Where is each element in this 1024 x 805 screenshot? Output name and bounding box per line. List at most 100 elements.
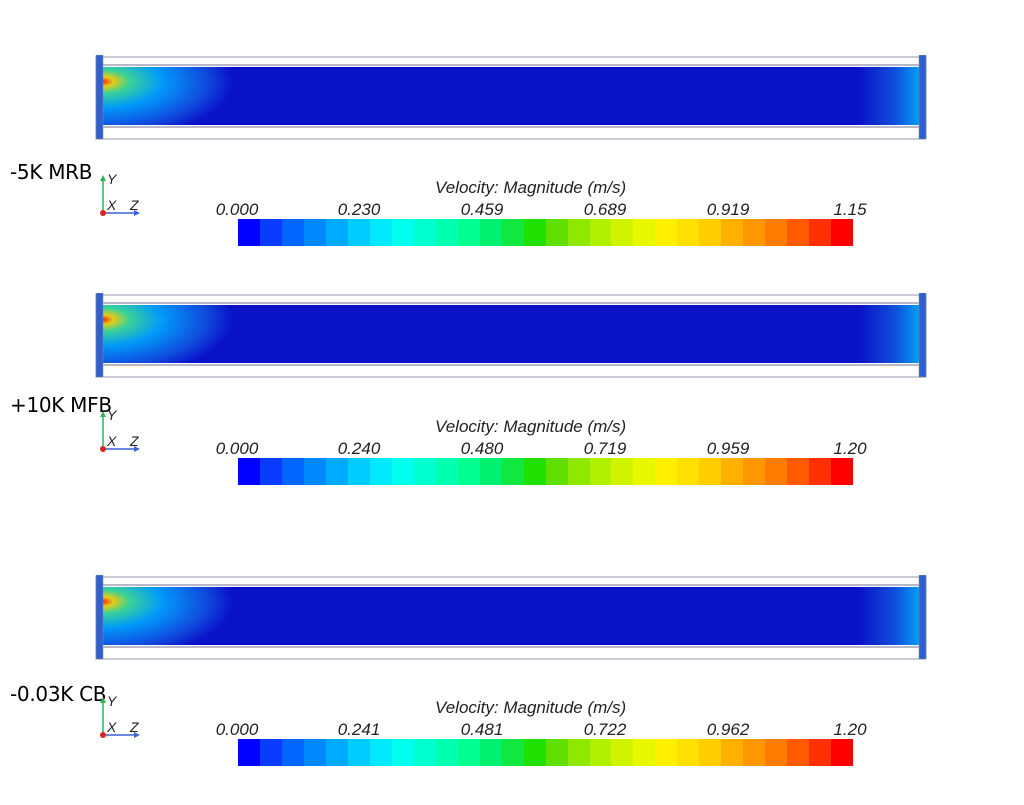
colorbar-swatch [831,219,854,246]
colorbar-swatch [303,458,326,485]
colorbar-ticks: 0.000 0.230 0.459 0.689 0.919 1.15 [0,200,1024,220]
tick-label: 0.000 [215,200,259,219]
colorbar-swatch [611,219,634,246]
svg-text:Z: Z [129,433,139,449]
colorbar-title: Velocity: Magnitude (m/s) [435,417,627,436]
colorbar-swatch [809,219,832,246]
colorbar-swatch [259,739,282,766]
colorbar-swatch [743,739,766,766]
svg-text:Y: Y [107,173,118,187]
inlet-flange [95,55,104,140]
colorbar-swatch [743,219,766,246]
colorbar-swatch [545,219,568,246]
inlet-jet [103,587,233,645]
colorbar-ticks: 0.000 0.240 0.480 0.719 0.959 1.20 [0,439,1024,459]
colorbar-swatch [633,739,656,766]
colorbar-swatch [369,458,392,485]
tick-label: 0.919 [706,200,750,219]
colorbar-swatch [721,219,744,246]
velocity-field-plot [95,55,927,140]
colorbar-swatch [413,458,436,485]
tick-label: 0.959 [706,439,750,458]
colorbar-swatch [787,219,810,246]
colorbar-swatch [303,739,326,766]
tick-label: 0.230 [337,200,381,219]
colorbar-swatch [655,458,678,485]
colorbar-swatch [633,219,656,246]
colorbar-swatch [238,219,260,246]
colorbar-swatch [281,458,304,485]
colorbar-swatch [413,739,436,766]
colorbar-swatch [677,219,700,246]
colorbar [238,219,854,246]
flow-domain [103,305,919,363]
colorbar-swatch [567,219,590,246]
colorbar-swatch [831,739,854,766]
colorbar-swatch [787,458,810,485]
colorbar-swatch [545,739,568,766]
flow-domain [103,587,919,645]
colorbar-swatch [391,458,414,485]
tick-label: 0.481 [460,720,504,739]
colorbar-swatch [809,458,832,485]
colorbar-swatch [479,219,502,246]
axis-triad-icon: Y X Z [100,695,140,738]
colorbar-swatch [633,458,656,485]
svg-text:X: X [106,433,117,449]
tick-label: 0.480 [460,439,504,458]
colorbar-swatch [545,458,568,485]
colorbar-swatch [523,739,546,766]
colorbar-swatch [369,219,392,246]
outlet-flange [918,293,927,378]
colorbar-swatch [611,739,634,766]
colorbar-swatch [523,219,546,246]
outlet-flow [860,67,919,125]
inlet-flange [95,293,104,378]
tick-label: 0.962 [706,720,750,739]
colorbar-swatch [765,219,788,246]
colorbar [238,739,854,766]
colorbar-swatch [391,219,414,246]
tick-label: 0.719 [583,439,627,458]
tick-label: 0.459 [460,200,504,219]
colorbar-swatch [655,219,678,246]
colorbar-swatch [787,739,810,766]
colorbar-swatch [589,219,612,246]
colorbar-swatch [655,739,678,766]
svg-text:Y: Y [107,695,118,709]
inlet-jet [103,67,233,125]
axis-triad-icon: Y X Z [100,409,140,452]
flow-domain [103,67,919,125]
case-label: -5K MRB [10,160,93,184]
colorbar-swatch [457,739,480,766]
colorbar-swatch [501,739,524,766]
colorbar-swatch [347,458,370,485]
velocity-field-plot [95,293,927,378]
colorbar-swatch [457,458,480,485]
axis-triad-icon: Y X Z [100,173,140,216]
panel-3: -0.03K CB Y X Z Velocity: Magnitude (m/s… [0,575,1024,805]
velocity-field-plot [95,575,927,660]
outlet-flow [860,305,919,363]
tick-label: 1.20 [833,439,867,458]
colorbar-swatch [435,219,458,246]
case-label: +10K MFB [10,393,112,417]
svg-text:X: X [106,719,117,735]
colorbar-swatch [765,739,788,766]
colorbar-swatch [369,739,392,766]
tick-label: 1.20 [833,720,867,739]
colorbar-swatch [259,219,282,246]
colorbar-swatch [567,458,590,485]
colorbar-swatch [347,739,370,766]
colorbar-swatch [325,739,348,766]
case-label: -0.03K CB [10,682,107,706]
colorbar-swatch [589,458,612,485]
colorbar-swatch [238,739,260,766]
colorbar-swatch [699,219,722,246]
inlet-flange [95,575,104,660]
colorbar-swatch [567,739,590,766]
colorbar-swatch [391,739,414,766]
colorbar-swatch [589,739,612,766]
colorbar-swatch [831,458,854,485]
colorbar-swatch [325,458,348,485]
